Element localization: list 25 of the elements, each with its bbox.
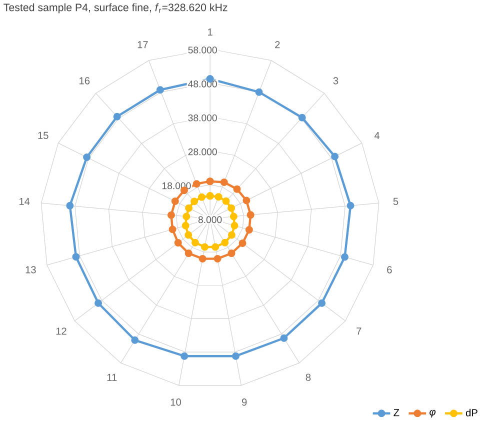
y-tick-label: 8.000 bbox=[198, 216, 222, 224]
legend-label: Z bbox=[394, 409, 400, 416]
spoke-label: 5 bbox=[393, 198, 398, 206]
spoke-label: 16 bbox=[80, 77, 90, 84]
spoke-label: 10 bbox=[170, 398, 182, 406]
legend-label: φ bbox=[430, 410, 436, 418]
spoke-label: 3 bbox=[333, 77, 338, 84]
spoke-label: 8 bbox=[306, 374, 311, 381]
y-tick-label: 38.000 bbox=[188, 114, 217, 122]
y-tick-label: 58.000 bbox=[188, 46, 217, 54]
spoke-label: 14 bbox=[19, 198, 30, 205]
spoke-label: 11 bbox=[107, 374, 117, 381]
spoke-label: 4 bbox=[374, 132, 380, 140]
spoke-label: 6 bbox=[387, 266, 392, 274]
y-tick-label: 28.000 bbox=[188, 148, 217, 156]
spoke-label: 13 bbox=[26, 266, 36, 274]
chart-title: Tested sample P4, surface fine, f$_{r}$=328.620 kHz bbox=[4, 3, 228, 14]
spoke-label: 9 bbox=[242, 398, 247, 406]
legend-label: dP bbox=[466, 408, 478, 416]
spoke-label: 12 bbox=[56, 328, 66, 335]
spoke-label: 7 bbox=[356, 328, 362, 335]
spoke-label: 17 bbox=[138, 41, 148, 48]
spoke-label: 2 bbox=[275, 41, 280, 48]
spoke-label: 15 bbox=[38, 132, 48, 140]
spoke-label: 1 bbox=[208, 28, 212, 36]
